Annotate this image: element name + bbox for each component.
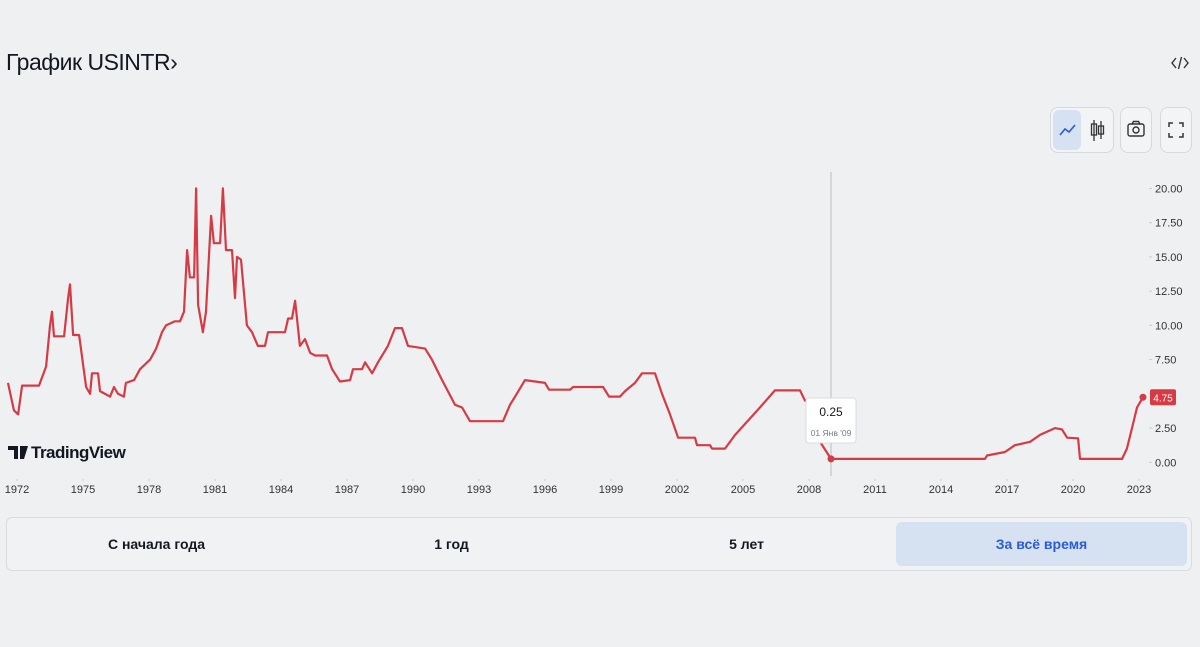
x-tick-label: 1999 [599,484,623,496]
chart: TradingView 0.002.505.007.5010.0012.5015… [5,172,1183,496]
x-tick-label: 1981 [203,484,227,496]
y-tick-label: 10.00 [1155,320,1183,332]
x-tick-label: 2014 [929,484,953,496]
embed-code-button[interactable] [1170,53,1190,73]
fullscreen-button[interactable] [1160,107,1192,153]
x-tick-label: 1987 [335,484,359,496]
period-tabs: С начала года 1 год 5 лет За всё время [6,517,1192,571]
x-tick-label: 2002 [665,484,689,496]
period-tab[interactable]: 1 год [434,536,469,552]
x-tick-label: 2017 [995,484,1019,496]
x-tick-label: 1990 [401,484,425,496]
x-tick-label: 2020 [1061,484,1085,496]
x-tick-label: 1996 [533,484,557,496]
tooltip-point [827,455,835,463]
x-tick-label: 1993 [467,484,491,496]
y-tick-label: 12.50 [1155,286,1183,298]
x-tick-label: 2023 [1127,484,1151,496]
chart-style-toggle [1050,107,1114,153]
y-tick-label: 0.00 [1155,457,1176,469]
x-tick-label: 1978 [137,484,161,496]
last-value-label: 4.75 [1153,393,1173,404]
watermark: TradingView [31,443,127,462]
period-tab[interactable]: С начала года [107,536,206,552]
x-tick-label: 1984 [269,484,293,496]
fullscreen-icon [1168,122,1184,138]
last-value-box [1150,389,1176,406]
tradingview-logo: TradingView [8,443,127,462]
page-title: График USINTR› [6,49,178,75]
x-tick-label: 2011 [863,484,887,496]
y-tick-label: 2.50 [1155,423,1176,435]
period-tab[interactable]: За всё время [896,522,1187,566]
screenshot-button[interactable] [1120,107,1152,153]
tooltip-box [805,397,857,444]
line-icon [1059,124,1076,136]
tooltip-date: 01 Янв '09 [811,428,852,438]
y-tick-label: 17.50 [1155,218,1183,230]
x-tick-label: 2008 [797,484,821,496]
x-tick-label: 2005 [731,484,755,496]
rate-line [6,187,1144,460]
y-tick-label: 15.00 [1155,252,1183,264]
camera-icon [1127,120,1145,137]
y-tick-label: 20.00 [1155,183,1183,195]
last-point [1139,393,1147,401]
x-tick-label: 1972 [5,484,29,496]
candle-style-button[interactable] [1090,120,1105,141]
period-tab[interactable]: 5 лет [729,536,764,552]
y-tick-label: 7.50 [1155,355,1176,367]
chart-style-icons [1053,110,1105,150]
x-tick-label: 1975 [71,484,95,496]
tooltip-value: 0.25 [819,405,843,419]
